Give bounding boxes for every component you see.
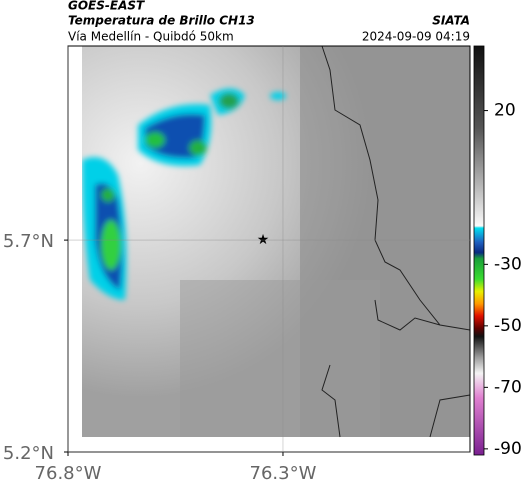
colorbar-label: -70 — [494, 377, 522, 397]
x-tick-label: 76.8°W — [35, 463, 102, 484]
timestamp: 2024-09-09 04:19 — [362, 30, 470, 44]
subtitle: Temperatura de Brillo CH13 — [68, 14, 255, 28]
y-tick-label: 5.2°N — [3, 443, 54, 464]
colorbar-label: -90 — [494, 439, 522, 459]
title: GOES-EAST — [68, 0, 145, 13]
colorbar-label: -50 — [494, 316, 522, 336]
y-tick-label: 5.7°N — [3, 231, 54, 252]
border — [321, 45, 471, 438]
source: SIATA — [432, 14, 470, 28]
satellite-image — [82, 46, 470, 437]
colorbar-label: -30 — [494, 254, 522, 274]
colorbar — [473, 45, 485, 456]
x-tick-label: 76.3°W — [250, 463, 317, 484]
colorbar-label: 20 — [494, 101, 516, 121]
region: Vía Medellín - Quibdó 50km — [68, 30, 234, 44]
